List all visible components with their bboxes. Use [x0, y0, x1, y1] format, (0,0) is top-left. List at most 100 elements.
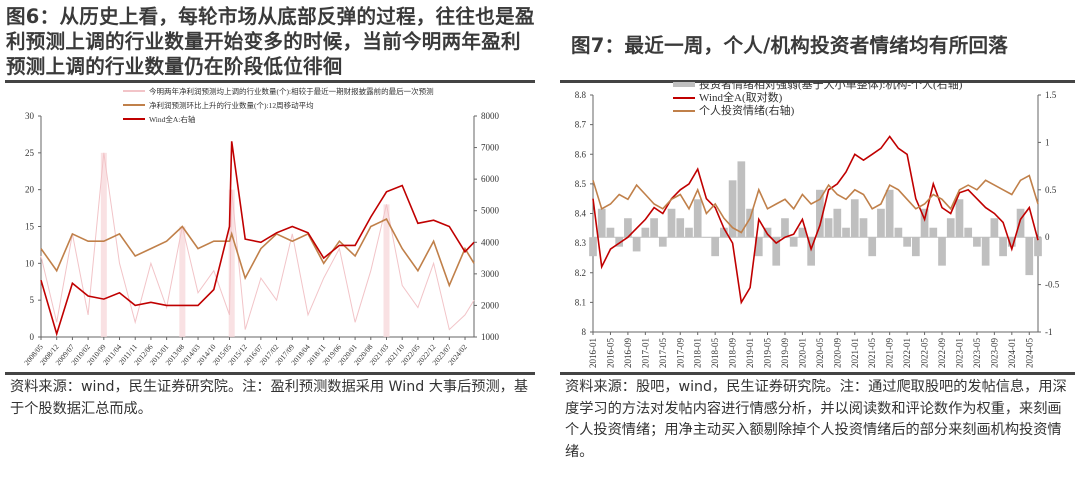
x-tick-label: 2021-09: [885, 338, 895, 368]
x-tick-label: 2022-09: [937, 338, 947, 368]
sentiment-bar: [981, 237, 990, 266]
sentiment-bar: [911, 237, 920, 257]
sentiment-bar: [938, 237, 946, 266]
legend-label: 今明两年净利润预测均上调的行业数量(个):相较于最近一期财报披露前的最后一次预测: [149, 86, 434, 96]
x-tick-label: 2023-01: [954, 338, 964, 368]
x-tick-label: 2020-01: [797, 338, 807, 368]
x-tick-label: 2024-05: [1024, 338, 1034, 368]
sentiment-bar: [1034, 237, 1042, 257]
series-line-2: [40, 218, 475, 288]
sentiment-bar: [833, 208, 842, 238]
y-right-tick-label: 2000: [481, 300, 500, 310]
sentiment-bar: [877, 208, 885, 238]
series-line-3: [40, 141, 475, 337]
y-left-tick-label: 25: [25, 148, 35, 158]
sentiment-bar: [624, 218, 632, 238]
y-right-tick-label: 0: [1045, 232, 1050, 242]
x-tick-label: 2020-05: [815, 338, 825, 368]
sentiment-bar: [990, 218, 999, 238]
y-left-tick-label: 15: [25, 222, 35, 232]
series-line-2: [592, 135, 1039, 305]
sentiment-bar: [667, 208, 676, 238]
y-right-tick-label: 1: [1045, 137, 1050, 147]
y-left-tick-label: 5: [30, 295, 35, 305]
industry-count-bar: [179, 226, 186, 337]
sentiment-bar: [772, 237, 781, 266]
sentiment-bar: [685, 227, 693, 238]
divider: [5, 372, 535, 375]
sentiment-bar: [824, 218, 833, 238]
sentiment-bar: [632, 237, 641, 252]
sentiment-bar: [816, 189, 824, 238]
sentiment-bar: [781, 218, 789, 238]
sentiment-bar: [702, 237, 711, 238]
x-tick-label: 2023-09: [989, 338, 999, 368]
sentiment-bar: [763, 227, 772, 238]
sentiment-bar: [711, 237, 720, 257]
y-right-tick-label: 8000: [481, 111, 500, 121]
x-tick-label: 2021-01: [850, 338, 860, 368]
figure-7-source-note: 资料来源：股吧，wind，民生证券研究院。注：通过爬取股吧的发帖信息，用深度学习…: [565, 379, 1067, 460]
x-tick-label: 2017-01: [640, 338, 650, 368]
x-tick-label: 2018-01: [693, 338, 703, 368]
x-tick-label: 2016-01: [588, 338, 598, 368]
figure-6-title: 图6：从历史上看，每轮市场从底部反弹的过程，往往也是盈利预测上调的行业数量开始变…: [6, 5, 535, 78]
sentiment-bar: [606, 227, 615, 238]
y-right-tick-label: 1000: [481, 332, 500, 342]
sentiment-bar: [964, 227, 973, 238]
y-left-tick-label: 10: [25, 258, 35, 268]
sentiment-bar: [842, 227, 850, 238]
y-left-tick-label: 8.1: [575, 297, 586, 307]
legend-swatch: [673, 82, 695, 87]
y-left-tick-label: 8.7: [575, 120, 587, 130]
sentiment-bar: [1016, 208, 1025, 238]
sentiment-bar: [589, 237, 597, 257]
sentiment-bar: [955, 199, 964, 238]
sentiment-bar: [1025, 237, 1034, 276]
y-left-tick-label: 8.4: [575, 209, 587, 219]
y-left-tick-label: 8.8: [575, 90, 587, 100]
divider: [560, 372, 1075, 375]
sentiment-bar: [754, 237, 763, 257]
y-right-tick-label: -0.5: [1045, 280, 1060, 290]
x-tick-label: 2019-05: [763, 338, 773, 368]
sentiment-bar: [746, 208, 754, 238]
industry-count-bar: [383, 204, 390, 337]
sentiment-bar: [999, 237, 1007, 257]
sentiment-bar: [641, 227, 650, 238]
x-tick-label: 2018-05: [710, 338, 720, 368]
sentiment-bar: [798, 227, 807, 238]
divider: [560, 80, 1075, 83]
y-right-tick-label: 4000: [481, 237, 500, 247]
sentiment-bar: [1007, 237, 1016, 247]
sentiment-bar: [807, 237, 815, 266]
series-line-1: [40, 152, 475, 331]
x-tick-label: 2023-05: [972, 338, 982, 368]
figure-7-chart: 8 8.1 8.2 8.3 8.4 8.5 8.6 8.7 8.8 -1 -0.5 0 0.5 1 1.5 2…: [575, 82, 1060, 368]
figure-7-title: 图7：最近一周，个人/机构投资者情绪均有所回落: [571, 34, 1009, 57]
x-tick-label: 2019-01: [745, 338, 755, 368]
sentiment-bar: [929, 227, 938, 238]
divider: [5, 80, 535, 83]
sentiment-bar: [894, 227, 903, 238]
sentiment-bar: [693, 199, 702, 238]
y-left-tick-label: 20: [25, 185, 35, 195]
figure-7-panel: 图7：最近一周，个人/机构投资者情绪均有所回落 8 8.1 8.2 8.3 8.4 8.5…: [555, 0, 1080, 481]
x-tick-label: 2018-09: [728, 338, 738, 368]
x-tick-label: 2021-05: [867, 338, 877, 368]
y-left-tick-label: 8.5: [575, 179, 587, 189]
legend-label: 投资者情绪相对强弱(基于大小单整体):机构-个人(右轴): [699, 82, 963, 91]
x-tick-label: 2016-09: [623, 338, 633, 368]
sentiment-bar: [973, 237, 981, 247]
legend-label: Wind全A(取对数): [699, 90, 783, 104]
x-tick-label: 2024-01: [1007, 338, 1017, 368]
sentiment-bar: [868, 237, 877, 257]
x-tick-label: 2020-09: [832, 338, 842, 368]
y-left-tick-label: 8.3: [575, 238, 587, 248]
x-tick-label: 2019-09: [780, 338, 790, 368]
sentiment-bar: [615, 237, 624, 247]
sentiment-bar: [859, 218, 868, 238]
y-right-tick-label: -1: [1045, 327, 1053, 337]
sentiment-bar: [737, 161, 746, 238]
y-right-tick-label: 6000: [481, 174, 500, 184]
